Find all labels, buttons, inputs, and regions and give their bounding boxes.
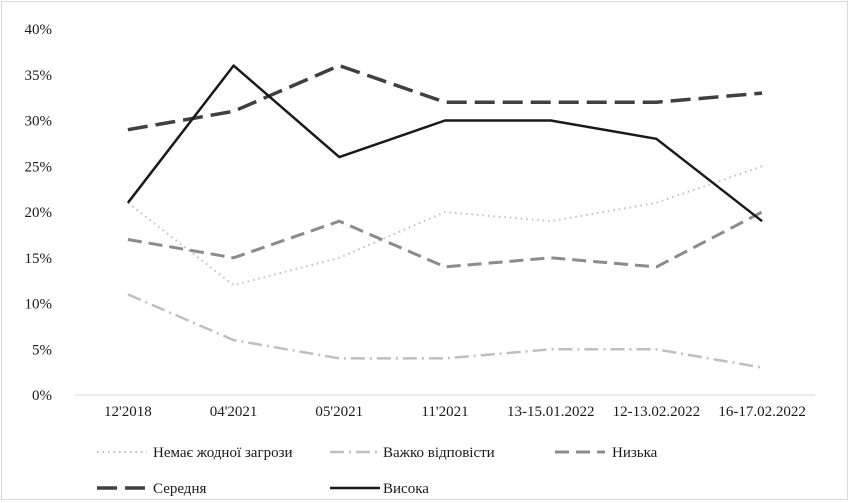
x-axis-ticks: 12'2018 04'2021 05'2021 11'2021 13-15.01.202… xyxy=(104,404,806,420)
legend-label: Висока xyxy=(383,481,429,497)
y-tick-label: 35% xyxy=(25,68,53,84)
y-tick-label: 25% xyxy=(25,159,53,175)
x-tick-label: 04'2021 xyxy=(210,404,258,420)
legend-label: Низька xyxy=(612,445,658,461)
legend: Немає жодної загрози Важко відповісти Низь… xyxy=(97,445,658,497)
y-axis-ticks: 0% 5% 10% 15% 20% 25% 30% 35% 40% xyxy=(25,22,53,404)
series-line-1 xyxy=(127,165,763,287)
x-tick-label: 13-15.01.2022 xyxy=(507,404,595,420)
series-lines xyxy=(126,63,763,369)
y-tick-label: 15% xyxy=(25,251,53,267)
legend-label: Середня xyxy=(153,481,206,497)
series-line-2 xyxy=(127,293,763,369)
series-line-4 xyxy=(127,63,763,132)
series-line-3 xyxy=(127,210,763,269)
x-tick-label: 16-17.02.2022 xyxy=(718,404,806,420)
x-tick-label: 11'2021 xyxy=(421,404,468,420)
legend-label: Немає жодної загрози xyxy=(153,445,293,461)
series-line-5 xyxy=(126,64,763,223)
y-tick-label: 5% xyxy=(32,342,52,358)
y-tick-label: 10% xyxy=(25,297,53,313)
legend-label: Важко відповісти xyxy=(383,445,495,461)
x-tick-label: 12-13.02.2022 xyxy=(613,404,701,420)
y-tick-label: 0% xyxy=(32,388,52,404)
x-tick-label: 05'2021 xyxy=(315,404,363,420)
y-tick-label: 30% xyxy=(25,114,53,130)
x-tick-label: 12'2018 xyxy=(104,404,152,420)
y-tick-label: 40% xyxy=(25,22,53,38)
y-tick-label: 20% xyxy=(25,205,53,221)
